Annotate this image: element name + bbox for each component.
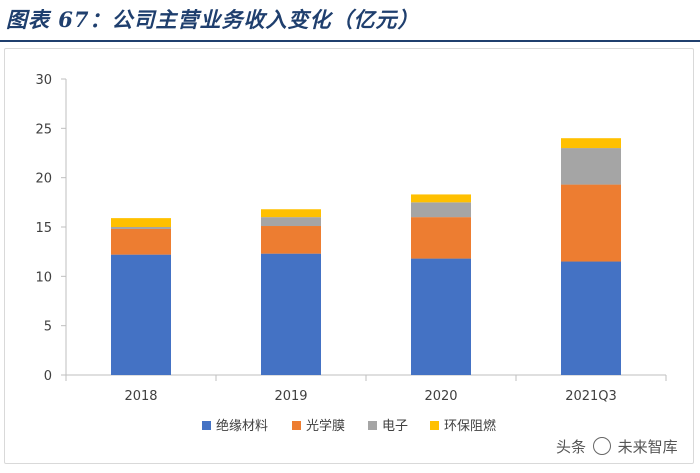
watermark: 头条 未来智库 [556, 436, 678, 457]
bar-2021Q3-电子 [561, 148, 621, 185]
bar-2021Q3-环保阻燃 [561, 138, 621, 149]
x-tick-label: 2018 [124, 389, 157, 404]
bar-2021Q3-绝缘材料 [561, 261, 621, 375]
legend-label-绝缘材料: 绝缘材料 [216, 418, 268, 434]
bar-2020-绝缘材料 [411, 258, 471, 375]
bar-2019-光学膜 [261, 226, 321, 254]
y-tick-label: 30 [35, 73, 52, 88]
legend-swatch-绝缘材料 [202, 421, 211, 430]
bar-2018-环保阻燃 [111, 218, 171, 227]
legend-label-电子: 电子 [382, 419, 408, 434]
chart-frame [4, 48, 694, 464]
bar-2019-环保阻燃 [261, 209, 321, 218]
bar-2018-电子 [111, 227, 171, 229]
title-bar: 图表 67：公司主营业务收入变化（亿元） [0, 0, 700, 44]
legend-label-环保阻燃: 环保阻燃 [444, 418, 496, 434]
bar-2018-绝缘材料 [111, 254, 171, 375]
bar-2019-绝缘材料 [261, 253, 321, 375]
watermark-source-right: 未来智库 [617, 438, 678, 456]
legend-label-光学膜: 光学膜 [306, 418, 345, 434]
legend-swatch-环保阻燃 [430, 421, 439, 430]
x-tick-label: 2019 [274, 389, 307, 404]
y-tick-label: 5 [44, 320, 52, 335]
x-tick-label: 2021Q3 [565, 389, 617, 404]
chart-title: 图表 67：公司主营业务收入变化（亿元） [6, 7, 420, 32]
y-tick-label: 25 [35, 122, 52, 137]
bar-2020-环保阻燃 [411, 194, 471, 203]
bar-2019-电子 [261, 217, 321, 227]
y-tick-label: 20 [35, 172, 52, 187]
legend-swatch-光学膜 [292, 421, 301, 430]
bar-2020-电子 [411, 202, 471, 218]
bar-2018-光学膜 [111, 228, 171, 255]
watermark-source-left: 头条 [556, 438, 587, 456]
watermark-logo-icon [592, 437, 611, 455]
y-tick-label: 15 [35, 221, 52, 236]
legend-swatch-电子 [368, 421, 377, 430]
x-tick-label: 2020 [424, 389, 457, 404]
bar-2021Q3-光学膜 [561, 184, 621, 262]
y-tick-label: 0 [44, 369, 52, 384]
y-tick-label: 10 [35, 270, 52, 285]
title-divider [0, 40, 700, 42]
bar-2020-光学膜 [411, 217, 471, 259]
